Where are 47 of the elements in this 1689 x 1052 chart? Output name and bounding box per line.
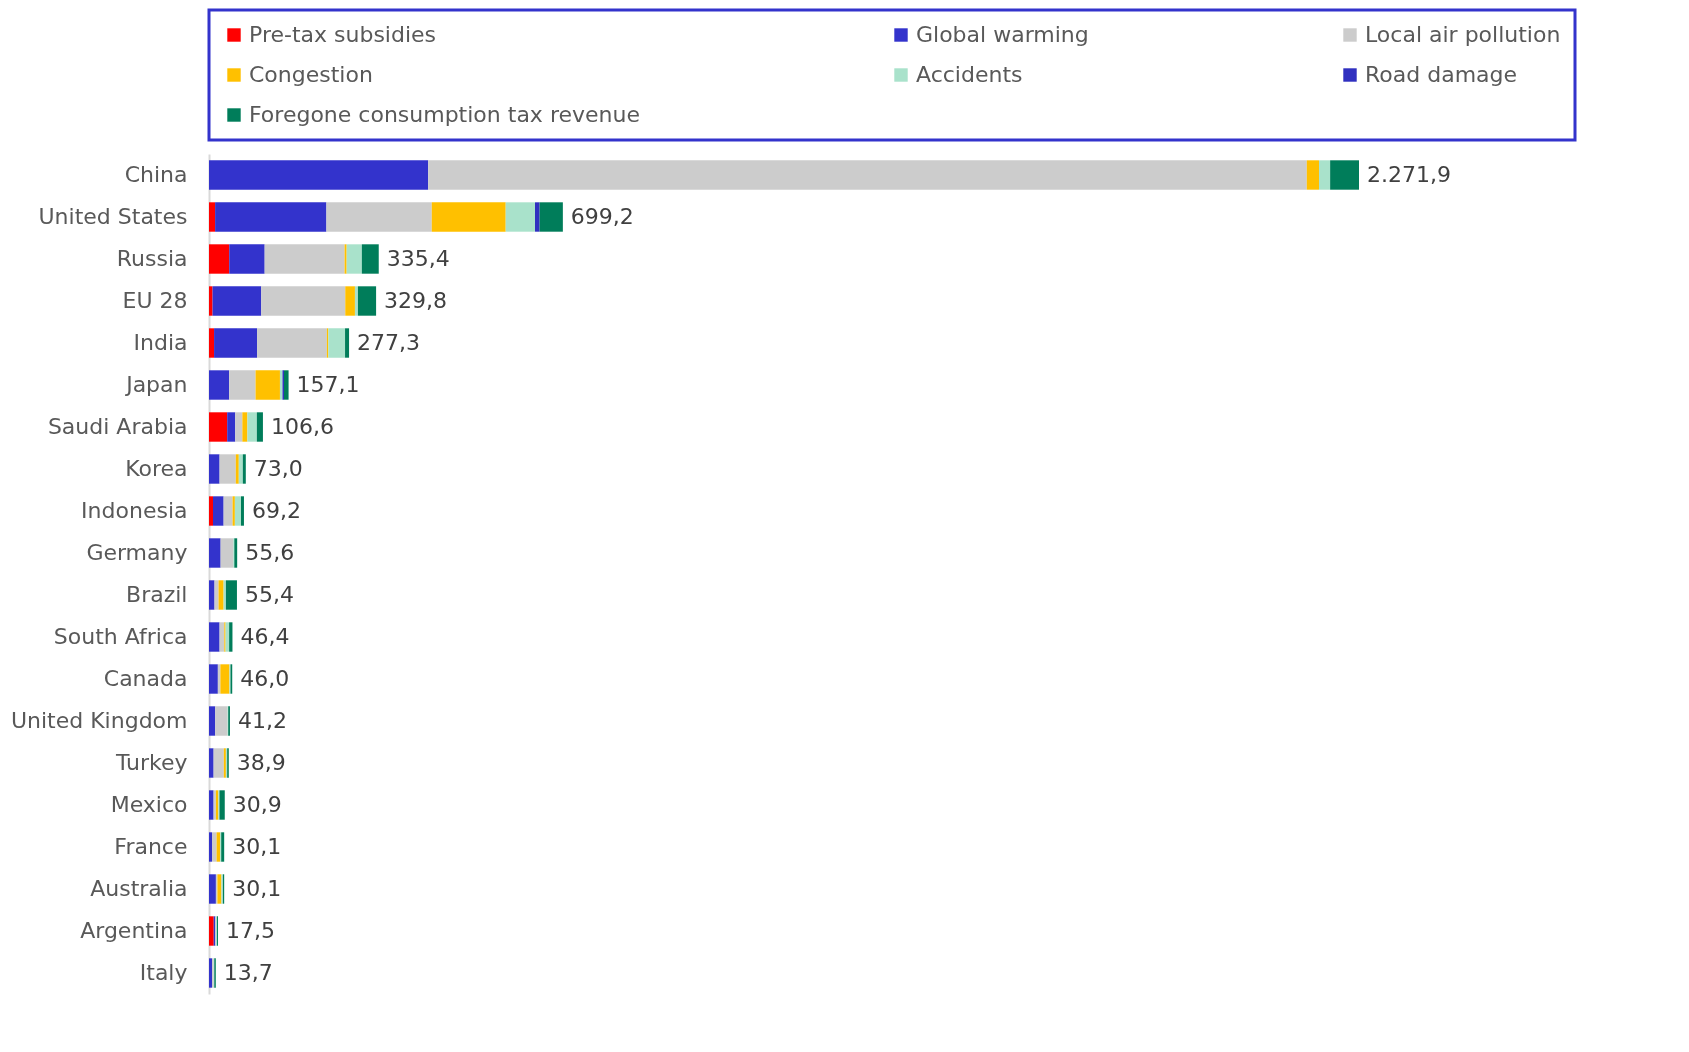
y-tick-label: Saudi Arabia <box>47 414 188 439</box>
y-tick-label: South Africa <box>53 624 188 649</box>
legend-label: Congestion <box>249 62 373 87</box>
y-tick-label: United States <box>38 204 188 229</box>
annotation: 17,5 <box>225 918 275 943</box>
annotation: 106,6 <box>270 414 334 439</box>
annotation: 46,4 <box>240 624 290 649</box>
y-tick-label: Russia <box>116 246 188 271</box>
annotation: 55,6 <box>245 540 295 565</box>
legend-label: Foregone consumption tax revenue <box>249 102 640 127</box>
y-tick-label: Korea <box>125 456 188 481</box>
legend-label: Pre-tax subsidies <box>249 22 437 47</box>
legend-label: Local air pollution <box>1365 22 1561 47</box>
legend-label: Road damage <box>1365 62 1518 87</box>
legend-label: Global warming <box>916 22 1089 47</box>
annotation: 699,2 <box>570 204 634 229</box>
y-tick-label: China <box>124 162 188 187</box>
annotation: 335,4 <box>386 246 450 271</box>
y-tick-label: Brazil <box>126 582 188 607</box>
y-tick-label: India <box>133 330 188 355</box>
annotation: 30,1 <box>232 834 282 859</box>
y-tick-label: Japan <box>124 372 188 397</box>
annotation: 55,4 <box>244 582 294 607</box>
y-tick-label: EU 28 <box>122 288 188 313</box>
y-tick-label: United Kingdom <box>10 708 188 733</box>
y-tick-label: France <box>114 834 188 859</box>
y-tick-label: Mexico <box>110 792 188 817</box>
annotation: 38,9 <box>236 750 286 775</box>
y-tick-label: Turkey <box>114 750 188 775</box>
annotation: 329,8 <box>384 288 448 313</box>
legend-label: Accidents <box>916 62 1023 87</box>
annotation: 2.271,9 <box>1367 162 1451 187</box>
annotation: 73,0 <box>253 456 303 481</box>
y-tick-label: Italy <box>139 960 188 985</box>
y-tick-label: Germany <box>86 540 188 565</box>
annotation: 157,1 <box>296 372 360 397</box>
y-tick-label: Australia <box>90 876 188 901</box>
annotation: 13,7 <box>223 960 273 985</box>
y-tick-label: Argentina <box>80 918 188 943</box>
annotation: 277,3 <box>357 330 421 355</box>
y-tick-label: Indonesia <box>81 498 188 523</box>
annotation: 46,0 <box>240 666 290 691</box>
y-tick-label: Canada <box>103 666 188 691</box>
annotation: 30,1 <box>232 876 282 901</box>
annotation: 30,9 <box>232 792 282 817</box>
annotation: 69,2 <box>251 498 301 523</box>
annotation: 41,2 <box>237 708 287 733</box>
